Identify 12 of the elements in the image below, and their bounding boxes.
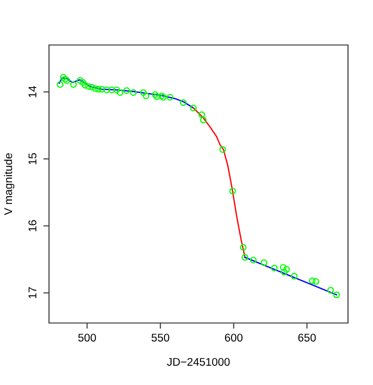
x-tick-label: 650: [298, 334, 316, 342]
y-tick-label: 15: [28, 153, 36, 164]
y-axis-title: V magnitude: [4, 153, 14, 216]
line-series: [58, 77, 194, 109]
y-tick-label: 17: [28, 287, 36, 298]
x-tick-label: 600: [224, 334, 243, 342]
y-tick-label: 16: [28, 220, 36, 232]
x-tick-label: 500: [78, 334, 96, 342]
x-tick-label: 550: [152, 334, 170, 342]
y-tick-label: 14: [28, 86, 36, 98]
line-series: [192, 107, 246, 258]
x-axis-title: JD−2451000: [167, 358, 230, 366]
